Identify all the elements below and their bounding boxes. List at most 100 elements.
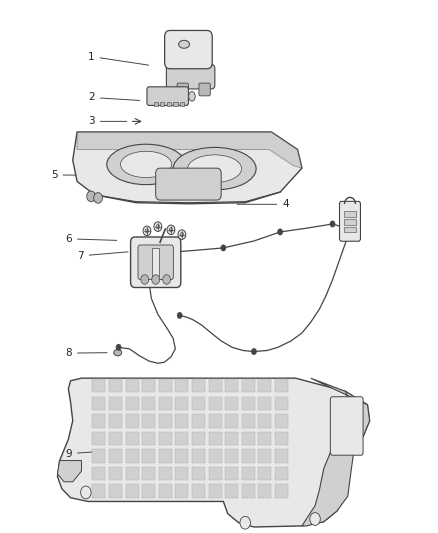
Bar: [225, 397, 238, 410]
Bar: [192, 449, 205, 463]
Bar: [109, 414, 122, 427]
Ellipse shape: [114, 350, 122, 356]
Bar: [192, 484, 205, 498]
Bar: [258, 484, 272, 498]
Circle shape: [221, 245, 226, 251]
Bar: [142, 432, 155, 445]
Bar: [175, 397, 188, 410]
Text: 4: 4: [237, 199, 289, 209]
Bar: [192, 432, 205, 445]
Bar: [159, 432, 172, 445]
Bar: [258, 432, 272, 445]
Ellipse shape: [187, 155, 242, 182]
Bar: [225, 414, 238, 427]
Bar: [159, 484, 172, 498]
Circle shape: [154, 222, 162, 231]
Bar: [192, 379, 205, 392]
Circle shape: [180, 232, 184, 237]
Bar: [242, 414, 255, 427]
Polygon shape: [177, 67, 199, 69]
Text: 5: 5: [51, 170, 92, 180]
Bar: [175, 467, 188, 480]
Bar: [242, 379, 255, 392]
Polygon shape: [73, 132, 302, 204]
Circle shape: [251, 349, 257, 355]
Bar: [208, 379, 222, 392]
Bar: [208, 484, 222, 498]
Bar: [160, 102, 164, 106]
Circle shape: [94, 192, 102, 203]
Bar: [92, 467, 106, 480]
Bar: [242, 397, 255, 410]
Bar: [192, 397, 205, 410]
Bar: [142, 449, 155, 463]
Bar: [126, 467, 139, 480]
FancyBboxPatch shape: [147, 87, 188, 106]
Bar: [142, 467, 155, 480]
FancyBboxPatch shape: [131, 237, 181, 287]
Bar: [152, 248, 159, 276]
Bar: [344, 219, 356, 224]
Bar: [258, 467, 272, 480]
Circle shape: [278, 229, 283, 235]
Circle shape: [310, 513, 320, 526]
Bar: [109, 432, 122, 445]
Text: 8: 8: [65, 348, 107, 358]
Bar: [258, 414, 272, 427]
Circle shape: [143, 226, 151, 236]
Bar: [175, 449, 188, 463]
Bar: [258, 449, 272, 463]
Bar: [192, 414, 205, 427]
Circle shape: [162, 274, 170, 284]
Bar: [275, 432, 288, 445]
Circle shape: [169, 228, 173, 232]
Bar: [175, 414, 188, 427]
Bar: [225, 467, 238, 480]
Bar: [242, 449, 255, 463]
Bar: [92, 449, 106, 463]
Bar: [175, 484, 188, 498]
Bar: [142, 397, 155, 410]
Bar: [142, 414, 155, 427]
Bar: [344, 227, 356, 232]
Polygon shape: [57, 378, 370, 527]
Polygon shape: [77, 132, 302, 168]
Bar: [109, 484, 122, 498]
Bar: [92, 484, 106, 498]
Bar: [275, 449, 288, 463]
Bar: [258, 379, 272, 392]
Ellipse shape: [107, 144, 185, 184]
Bar: [175, 379, 188, 392]
Bar: [208, 414, 222, 427]
Bar: [242, 467, 255, 480]
Bar: [159, 397, 172, 410]
Bar: [142, 379, 155, 392]
Bar: [275, 379, 288, 392]
Circle shape: [145, 229, 149, 233]
Bar: [109, 449, 122, 463]
FancyBboxPatch shape: [177, 83, 188, 96]
FancyBboxPatch shape: [138, 245, 173, 279]
Bar: [126, 432, 139, 445]
Circle shape: [177, 312, 182, 319]
Bar: [275, 397, 288, 410]
Bar: [159, 467, 172, 480]
Bar: [242, 484, 255, 498]
Bar: [126, 449, 139, 463]
Bar: [142, 484, 155, 498]
Text: 9: 9: [65, 449, 105, 458]
Circle shape: [178, 230, 186, 239]
Bar: [92, 432, 106, 445]
Bar: [208, 467, 222, 480]
Ellipse shape: [173, 148, 256, 190]
FancyBboxPatch shape: [166, 64, 215, 89]
Circle shape: [141, 274, 149, 284]
Bar: [92, 379, 106, 392]
Bar: [126, 379, 139, 392]
Bar: [173, 102, 177, 106]
Polygon shape: [57, 461, 81, 482]
Text: 3: 3: [88, 116, 127, 126]
Bar: [109, 379, 122, 392]
Bar: [275, 414, 288, 427]
Bar: [159, 449, 172, 463]
